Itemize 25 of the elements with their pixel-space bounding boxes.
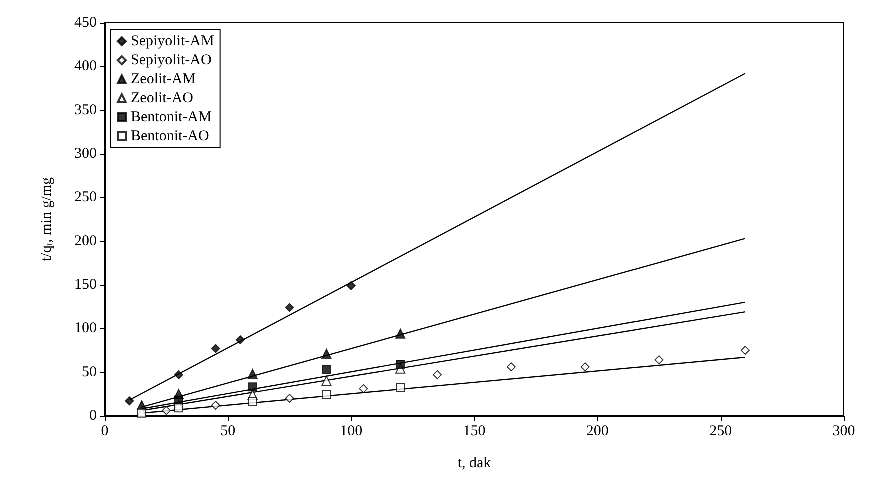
x-tick-label: 300 <box>832 424 856 440</box>
y-tick-label: 0 <box>90 408 97 424</box>
legend-label: Zeolit-AO <box>131 90 194 106</box>
x-tick-label: 250 <box>710 424 732 440</box>
x-tick-label: 150 <box>463 424 486 440</box>
x-tick-label: 100 <box>340 424 363 440</box>
x-tick-label: 200 <box>586 424 609 440</box>
y-tick-label: 400 <box>74 58 97 75</box>
x-tick-label: 50 <box>220 424 236 440</box>
y-tick-label: 350 <box>74 102 97 118</box>
y-tick-label: 250 <box>74 190 97 206</box>
legend-label: Bentonit-AO <box>131 128 210 144</box>
y-tick-label: 450 <box>74 15 97 31</box>
y-tick-label: 300 <box>74 146 97 162</box>
legend-label: Zeolit-AM <box>131 72 196 88</box>
legend-label: Sepiyolit-AO <box>131 52 212 68</box>
y-tick-label: 200 <box>74 233 97 250</box>
legend-label: Sepiyolit-AM <box>131 34 214 50</box>
y-tick-label: 100 <box>74 320 97 337</box>
y-tick-label: 50 <box>82 364 97 380</box>
x-tick-label: 0 <box>101 424 109 440</box>
legend-label: Bentonit-AM <box>131 110 212 126</box>
y-tick-label: 150 <box>74 277 97 293</box>
x-axis-title: t, dak <box>458 456 492 472</box>
y-axis-title: t/qt, min g/mg <box>39 176 56 262</box>
